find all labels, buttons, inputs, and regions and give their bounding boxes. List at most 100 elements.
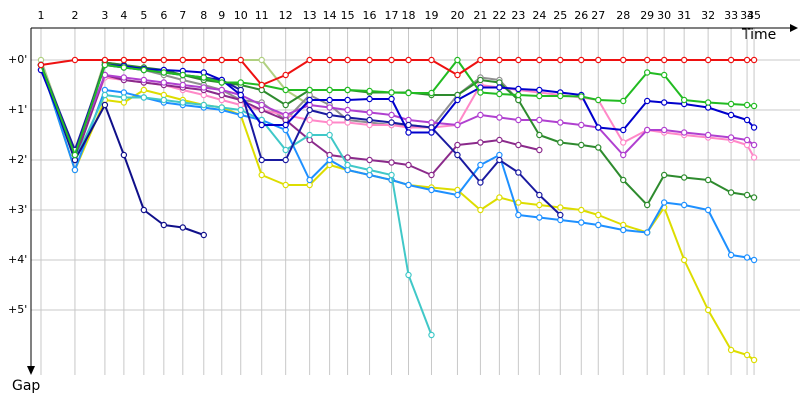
x-tick-label: 32	[701, 9, 715, 22]
data-point	[160, 221, 168, 229]
data-point	[160, 56, 168, 64]
data-point	[643, 126, 651, 134]
x-tick-label: 12	[279, 9, 293, 22]
data-point	[282, 121, 289, 129]
data-point	[743, 136, 751, 144]
data-point	[160, 79, 168, 86]
data-point	[200, 74, 207, 81]
data-point	[704, 99, 712, 106]
data-point	[680, 256, 688, 264]
data-point	[750, 141, 758, 149]
data-point	[750, 102, 758, 110]
data-point	[282, 181, 289, 189]
data-point	[704, 131, 712, 139]
data-point	[120, 151, 128, 159]
x-tick-label: 9	[218, 9, 225, 22]
x-tick-label: 30	[657, 9, 671, 22]
data-point	[218, 56, 225, 64]
data-point	[428, 171, 435, 179]
data-point	[680, 174, 688, 181]
data-point	[750, 56, 758, 64]
data-point	[344, 161, 351, 169]
data-point	[140, 206, 148, 214]
x-tick-label: 15	[341, 9, 355, 22]
data-point	[366, 109, 373, 116]
data-point	[660, 71, 668, 79]
x-tick-label: 34	[740, 9, 754, 22]
data-point	[660, 199, 668, 206]
data-point	[282, 101, 289, 109]
x-tick-label: 16	[363, 9, 377, 22]
data-point	[101, 101, 109, 109]
x-tick-label: 22	[492, 9, 506, 22]
data-point	[660, 99, 668, 106]
x-tick-label: 27	[591, 9, 605, 22]
data-point	[643, 201, 651, 209]
data-point	[643, 69, 651, 76]
data-point	[595, 221, 602, 229]
x-tick-label: 24	[532, 9, 546, 22]
data-point	[140, 94, 148, 101]
data-point	[750, 356, 758, 364]
data-point	[200, 84, 207, 91]
data-point	[743, 254, 751, 261]
data-point	[557, 119, 564, 126]
data-point	[71, 56, 79, 64]
data-point	[258, 56, 265, 64]
x-tick-label: 20	[450, 9, 464, 22]
data-point	[120, 56, 128, 64]
data-point	[282, 156, 289, 164]
x-tick-label: 17	[385, 9, 399, 22]
x-tick-label: 5	[140, 9, 147, 22]
data-point	[366, 56, 373, 64]
data-point	[536, 86, 543, 94]
data-point	[200, 231, 207, 239]
data-point	[620, 226, 627, 234]
data-point	[37, 61, 45, 69]
data-point	[680, 96, 688, 104]
data-point	[515, 141, 522, 149]
data-point	[101, 91, 109, 99]
data-point	[140, 76, 148, 84]
data-point	[496, 156, 503, 164]
data-point	[477, 111, 484, 119]
data-point	[620, 126, 627, 134]
data-point	[620, 56, 627, 64]
data-point	[258, 81, 265, 89]
data-point	[454, 121, 461, 129]
data-point	[643, 56, 651, 64]
x-tick-label: 28	[616, 9, 630, 22]
data-point	[282, 111, 289, 119]
x-tick-label: 31	[677, 9, 691, 22]
y-axis-arrow	[27, 366, 35, 375]
data-point	[405, 121, 412, 129]
data-point	[727, 346, 735, 354]
data-point	[179, 56, 187, 64]
data-point	[477, 76, 484, 84]
data-point	[750, 154, 758, 161]
data-point	[71, 166, 79, 174]
data-point	[743, 191, 751, 199]
data-point	[557, 204, 564, 211]
data-point	[388, 95, 395, 103]
x-tick-label: 6	[160, 9, 167, 22]
data-point	[218, 104, 225, 111]
data-point	[496, 136, 503, 144]
data-point	[643, 229, 651, 236]
x-tick-label: 10	[234, 9, 248, 22]
x-tick-label: 35	[747, 9, 761, 22]
data-point	[477, 56, 484, 64]
data-point	[515, 116, 522, 124]
data-point	[620, 97, 627, 105]
data-point	[743, 56, 751, 64]
data-point	[120, 64, 128, 71]
data-point	[727, 134, 735, 141]
data-point	[237, 106, 244, 114]
y-tick-label: +2'	[8, 153, 27, 166]
x-axis-arrow	[790, 24, 798, 32]
x-tick-label: 8	[200, 9, 207, 22]
data-point	[595, 144, 602, 151]
data-point	[680, 56, 688, 64]
data-point	[727, 56, 735, 64]
data-point	[496, 194, 503, 201]
